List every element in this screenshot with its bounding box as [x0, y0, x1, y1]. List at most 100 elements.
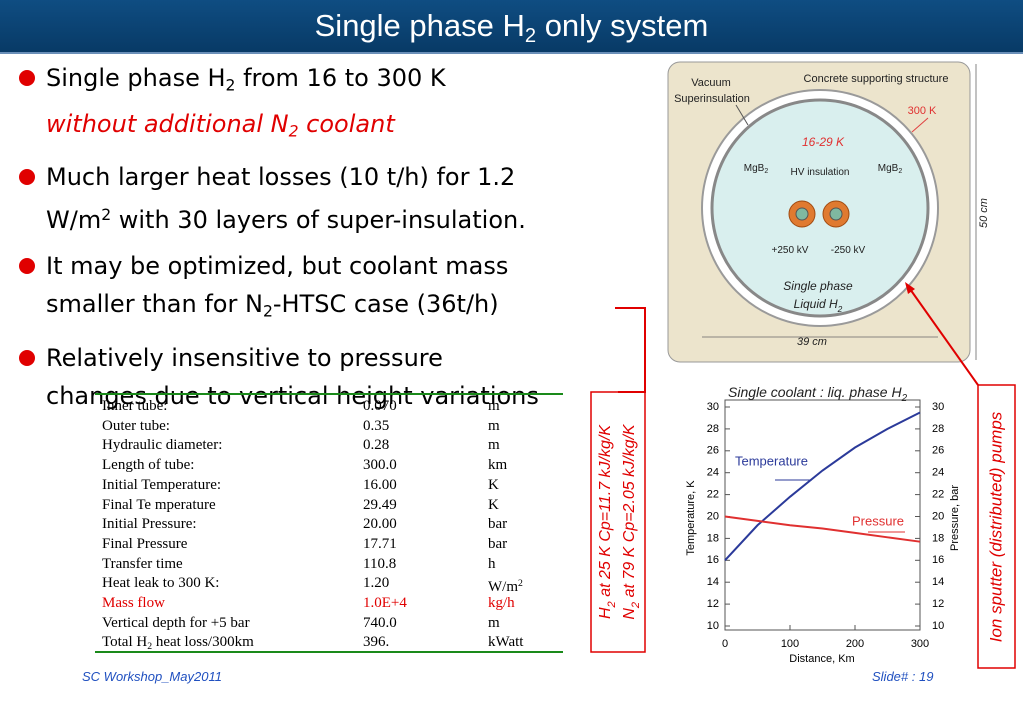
y2-tick-label: 16	[932, 554, 944, 566]
text-part: 2	[101, 206, 112, 225]
text-part: 2	[606, 600, 618, 608]
table-cell: 16.00	[363, 476, 397, 493]
x-axis-label: Distance, Km	[789, 653, 854, 665]
text-part: without additional N	[46, 109, 289, 138]
table-cell: Final Te mperature	[102, 496, 216, 513]
table-cell: Heat leak to 300 K:	[102, 575, 220, 592]
diagram-label: 39 cm	[797, 336, 827, 348]
y2-tick-label: 18	[932, 532, 944, 544]
text-part: 39 cm	[797, 336, 827, 348]
diagram-label: MgB2	[878, 163, 903, 176]
table-cell: Vertical depth for +5 bar	[102, 614, 250, 631]
text-part: Single phase H	[314, 8, 525, 43]
x-tick-label: 100	[781, 638, 799, 650]
text-part: 2	[518, 578, 523, 590]
table-rule	[95, 651, 563, 653]
table-cell: 0.28	[363, 437, 390, 454]
y2-tick-label: 22	[932, 489, 944, 501]
footer-left: SC Workshop_May2011	[82, 669, 222, 684]
text-part: N	[621, 608, 638, 620]
text-part: Much larger heat losses (10 t/h) for 1.2	[46, 163, 516, 192]
diagram-label: -250 kV	[831, 245, 866, 256]
text-part: Single coolant : liq. phase H	[728, 384, 902, 400]
chart-frame	[724, 399, 921, 631]
header: Single phase H2 only system	[0, 0, 1023, 54]
table-cell: Length of tube:	[102, 457, 195, 474]
text-part: with 30 layers of super-insulation.	[111, 206, 526, 235]
bullet-line: changes due to vertical height variation…	[46, 377, 539, 415]
table-rule	[95, 393, 563, 395]
table-cell: m	[488, 417, 500, 434]
table-cell: K	[488, 496, 499, 513]
y-tick-label: 20	[707, 510, 719, 522]
text-part: coolant	[298, 109, 395, 138]
arrow-head	[905, 282, 915, 294]
bullet-line: Much larger heat losses (10 t/h) for 1.2	[46, 158, 539, 196]
diagram-label: Single phase	[783, 279, 853, 293]
diagram-label: 300 K	[908, 105, 937, 117]
text-part: -HTSC case (36t/h)	[272, 290, 499, 319]
table-cell: Inner tube:	[102, 398, 168, 414]
x-tick-label: 300	[911, 638, 929, 650]
table-cell: Outer tube:	[102, 417, 170, 434]
bullet-dot	[19, 70, 35, 86]
y-axis-label: Temperature, K	[685, 480, 697, 556]
text-part: 2	[764, 168, 768, 175]
text-part: +250 kV	[772, 245, 809, 256]
x-tick-label: 0	[722, 638, 728, 650]
table-cell: 20.00	[363, 516, 397, 533]
table-cell: Final Pressure	[102, 535, 188, 552]
y-tick-label: 22	[707, 489, 719, 501]
bullet-list: Single phase H 2 from 16 to 300 K without …	[0, 59, 539, 423]
text-part: changes due to vertical height variation…	[46, 381, 539, 410]
bullet: It may be optimized, but coolant mass sma…	[0, 247, 539, 331]
table-cell: bar	[488, 516, 508, 533]
y-tick-label: 16	[707, 554, 719, 566]
bullet-line: W/m2 with 30 layers of super-insulation.	[46, 196, 539, 239]
bullet-dot	[19, 169, 35, 186]
table-cell: Initial Pressure:	[102, 516, 197, 533]
table-cell: m	[488, 437, 500, 454]
chart-title: Single coolant : liq. phase H2	[728, 384, 908, 404]
x-tick-label: 200	[846, 638, 864, 650]
y2-tick-label: 14	[932, 576, 944, 588]
bullet: Much larger heat losses (10 t/h) for 1.2…	[0, 158, 539, 239]
text-part: Single phase	[783, 279, 853, 293]
table-cell: km	[488, 457, 508, 474]
text-part: 2	[630, 601, 642, 609]
text-part: 2	[524, 25, 537, 48]
diagram-label: 16-29 K	[802, 135, 845, 149]
bullet-line: smaller than for N2-HTSC case (36t/h)	[46, 285, 539, 331]
text-part: Single phase H	[46, 64, 226, 92]
text-part: It may be optimized, but coolant mass	[46, 252, 509, 281]
diagram-label: Vacuum	[691, 77, 731, 89]
y2-tick-label: 26	[932, 445, 944, 457]
text-part: 2	[901, 393, 908, 404]
data-line	[724, 515, 921, 543]
table-cell: h	[488, 555, 496, 572]
table-cell: Transfer time	[102, 555, 183, 572]
data-line	[724, 411, 921, 561]
note-box	[590, 391, 646, 653]
diagram-label: Liquid H2	[794, 297, 843, 314]
text-part: 2	[837, 304, 843, 314]
inner-pipe	[710, 98, 930, 318]
y-tick-label: 12	[707, 598, 719, 610]
y2-tick-label: 28	[932, 423, 944, 435]
text-part: HV insulation	[791, 167, 850, 178]
table-cell: Mass flow	[102, 595, 165, 611]
bullet: Relatively insensitive to pressure change…	[0, 339, 539, 415]
bullet-line: without additional N2 coolant	[46, 105, 539, 151]
table-cell: 29.49	[363, 496, 397, 513]
table-cell: 1.20	[363, 575, 390, 592]
text-part: 2	[898, 168, 902, 175]
table-cell: m	[488, 614, 500, 631]
text-part: from 16 to 300 K	[235, 64, 446, 92]
table-cell: Total H2 heat loss/300km	[102, 633, 254, 656]
table-cell: 1.0E+4	[363, 595, 407, 611]
table-cell: 0.35	[363, 417, 390, 434]
leader	[735, 104, 749, 126]
diagram-label: HV insulation	[791, 167, 850, 178]
